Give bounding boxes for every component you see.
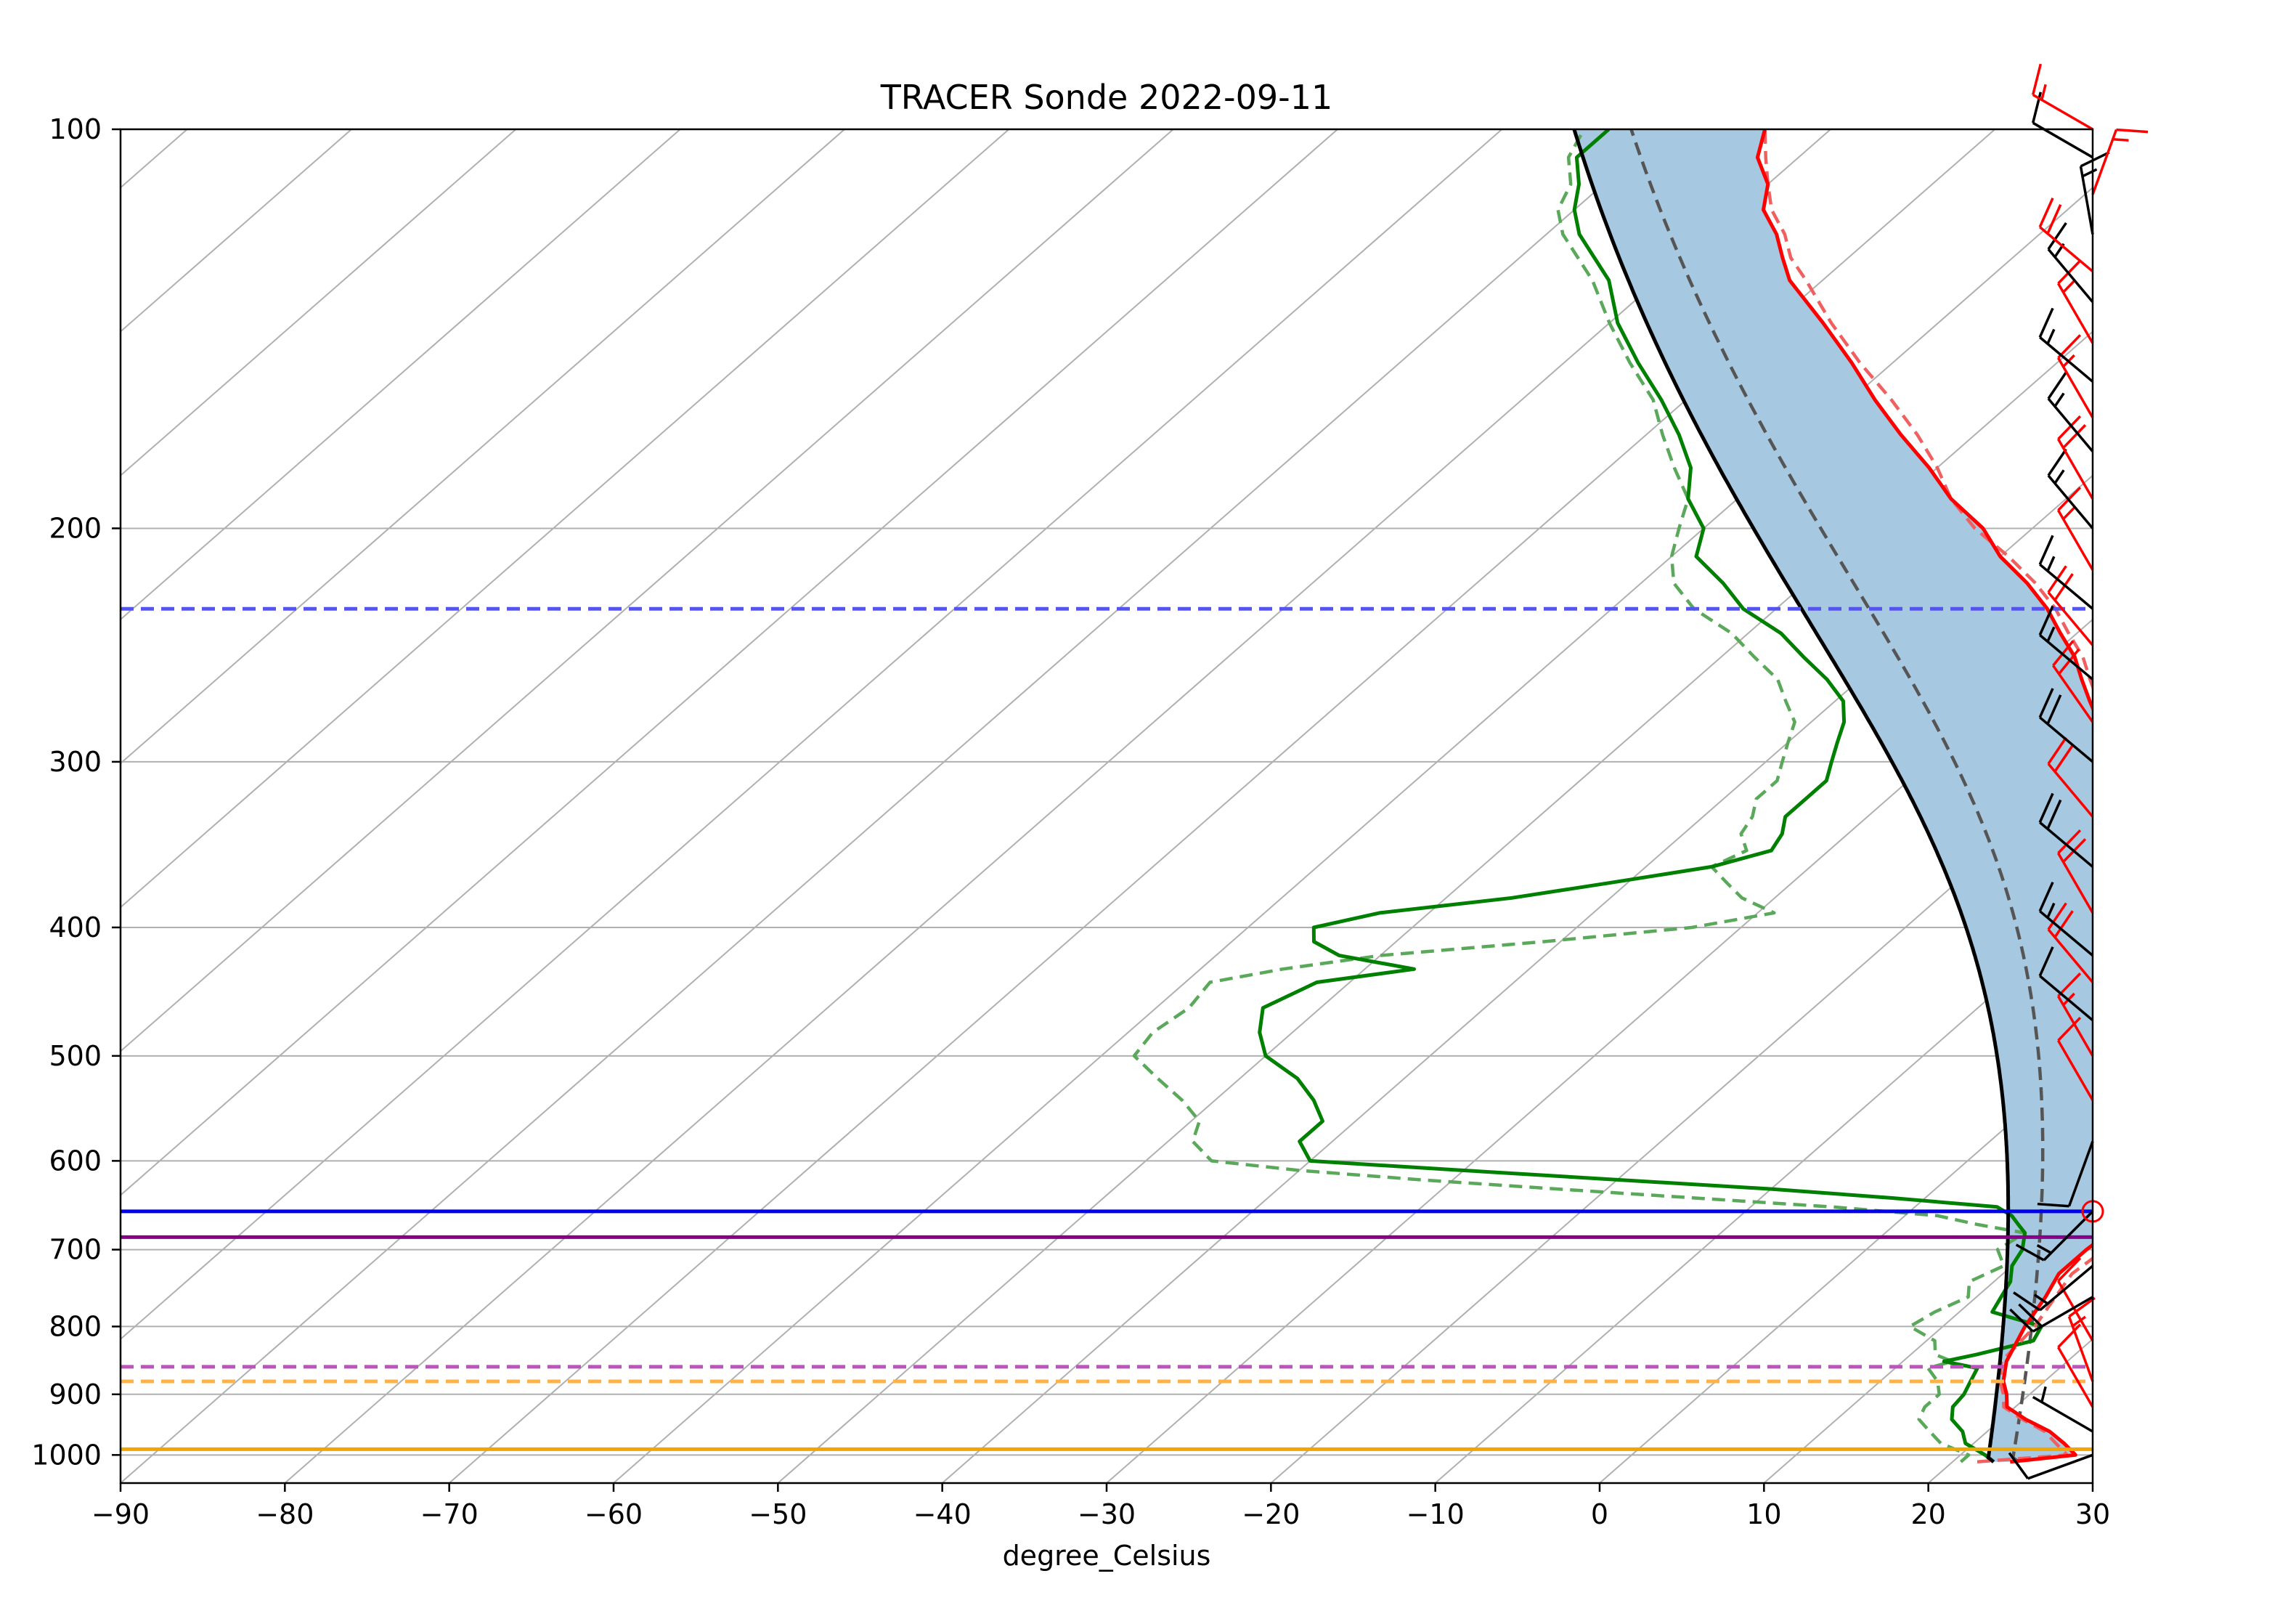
y-tick-label: 400	[49, 911, 102, 943]
x-tick-label: −70	[420, 1498, 479, 1530]
isotherm-line	[121, 129, 1174, 1052]
y-tick-label: 700	[49, 1234, 102, 1266]
y-tick-label: 500	[49, 1040, 102, 1072]
y-tick-label: 200	[49, 512, 102, 544]
x-tick-label: 0	[1591, 1498, 1608, 1530]
isotherm-line	[2092, 1482, 2093, 1483]
wind-barb	[2038, 605, 2094, 681]
wind-barb	[2038, 881, 2094, 957]
wind-barb	[2037, 1140, 2094, 1208]
wind-barb	[2056, 259, 2094, 344]
wind-barb	[2032, 1386, 2093, 1433]
wind-barb	[2013, 1264, 2094, 1312]
wind-barb	[2038, 535, 2094, 610]
x-tick-label: −90	[91, 1498, 150, 1530]
wind-barb	[2056, 1323, 2094, 1408]
wind-barb	[2056, 415, 2094, 500]
x-tick-label: 30	[2075, 1498, 2110, 1530]
isotherm-line	[121, 129, 352, 333]
x-tick-label: 10	[1746, 1498, 1781, 1530]
isotherm-line	[121, 129, 1338, 1196]
y-tick-label: 100	[49, 113, 102, 145]
wind-barb	[2038, 792, 2094, 868]
wind-barb	[2047, 902, 2094, 983]
isotherm-line	[1435, 906, 2093, 1483]
isotherm-line	[777, 330, 2093, 1483]
isotherm-line	[613, 187, 2093, 1483]
isotherm-line	[284, 129, 1831, 1483]
wind-barb	[2067, 1296, 2096, 1382]
isotherm-line	[121, 129, 1667, 1483]
x-tick-label: −30	[1078, 1498, 1136, 1530]
y-tick-label: 300	[49, 746, 102, 778]
isotherm-line	[2257, 129, 2296, 1483]
isotherm-line	[942, 474, 2093, 1483]
x-tick-label: −60	[585, 1498, 643, 1530]
wind-barb	[2038, 198, 2094, 273]
dewpoint-dashed-line	[1132, 129, 2027, 1463]
x-tick-label: −50	[749, 1498, 807, 1530]
isotherm-line	[0, 129, 23, 1483]
x-axis-label: degree_Celsius	[1003, 1540, 1211, 1572]
wind-barb	[2009, 1296, 2093, 1333]
x-tick-label: −40	[913, 1498, 972, 1530]
wind-barb	[2032, 63, 2093, 131]
y-tick-label: 800	[49, 1310, 102, 1342]
y-tick-label: 1000	[31, 1439, 102, 1471]
wind-barb	[2091, 128, 2149, 195]
wind-barb	[2038, 688, 2094, 763]
isotherm-line	[121, 129, 517, 477]
wind-barb	[2008, 1452, 2093, 1480]
wind-barb	[2047, 371, 2094, 452]
temperature-line	[1755, 129, 2093, 1464]
grid-lines	[0, 129, 2296, 1483]
dewpoint-line	[1258, 129, 2043, 1463]
wind-barb	[2015, 1210, 2094, 1262]
x-tick-label: −10	[1406, 1498, 1465, 1530]
isotherm-line	[121, 129, 845, 765]
isotherm-line	[1599, 1050, 2093, 1483]
cape-shading	[1574, 129, 2093, 1462]
isotherm-line	[1106, 618, 2093, 1483]
wind-barb	[2047, 448, 2094, 529]
isotherm-line	[121, 129, 681, 621]
cape-fill-area	[1574, 129, 2093, 1462]
y-tick-label: 900	[49, 1378, 102, 1410]
x-tick-label: −80	[256, 1498, 314, 1530]
level-lines	[121, 606, 2093, 1451]
isotherm-line	[121, 129, 1503, 1341]
wind-barb	[2047, 222, 2094, 304]
y-tick-label: 600	[49, 1145, 102, 1177]
wind-barb	[2079, 151, 2110, 235]
isotherm-line	[121, 129, 1010, 909]
isotherm-line	[121, 129, 188, 189]
x-tick-label: −20	[1242, 1498, 1300, 1530]
axis-ticks: −90 −80 −70 −60 −50 −40 −30 −20 −10 0 10 20 30 100 200…	[31, 113, 2110, 1530]
chart-title: TRACER Sonde 2022-09-11	[880, 78, 1333, 117]
wind-barb	[2047, 736, 2094, 818]
wind-barb	[2056, 1016, 2094, 1101]
wind-barb	[2038, 307, 2094, 383]
wind-barb	[2038, 946, 2094, 1022]
x-tick-label: 20	[1910, 1498, 1945, 1530]
virtual-parcel-line	[1629, 129, 2045, 1463]
